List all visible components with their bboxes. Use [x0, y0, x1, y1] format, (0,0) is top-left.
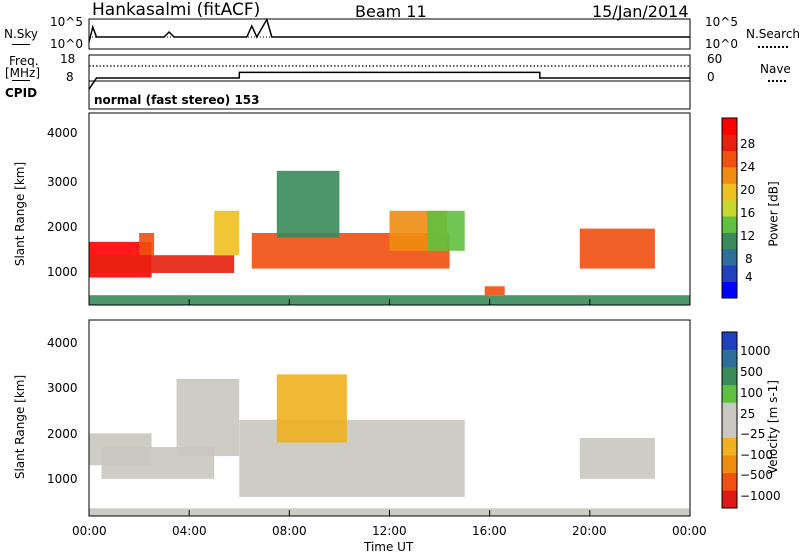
freq-panel-frame — [88, 54, 691, 82]
velocity-cbar-tick: −500 — [740, 468, 773, 482]
power-cbar-tick: 28 — [740, 137, 756, 151]
velocity-panel-echo-region — [276, 374, 347, 443]
velocity-colorbar-segment — [722, 402, 737, 421]
freq-unit: [MHz] — [5, 66, 41, 80]
power-panel-echo-region — [427, 210, 465, 251]
power-cbar-tick: 20 — [740, 183, 756, 197]
cpid-panel-frame — [88, 80, 691, 110]
power-cbar-tick: 16 — [740, 206, 756, 220]
velocity-colorbar-segment — [722, 437, 737, 456]
velocity-colorbar-segment — [722, 332, 737, 350]
freq-left-tick-bottom: 8 — [66, 70, 74, 84]
power-panel-echo-region — [579, 228, 655, 269]
velocity-panel-echo-region — [579, 438, 655, 479]
power-colorbar-segment — [722, 183, 737, 201]
nsky-left-tick-top: 10^5 — [50, 15, 83, 29]
nsky-underline — [12, 44, 30, 45]
nsearch-label: N.Search — [746, 27, 800, 41]
radar-title: Hankasalmi (fitACF) — [92, 0, 261, 20]
power-colorbar-segment — [722, 199, 737, 217]
velocity-colorbar-segment — [722, 472, 737, 491]
velocity-colorbar-segment — [722, 384, 737, 403]
time-tick: 08:00 — [272, 524, 307, 538]
nave-label: Nave — [760, 62, 791, 76]
nsky-label: N.Sky — [4, 27, 39, 41]
velocity-colorbar-segment — [722, 349, 737, 368]
power-colorbar-segment — [722, 265, 737, 282]
velocity-panel-echo-region — [176, 379, 240, 457]
power-colorbar-segment — [722, 118, 737, 135]
time-tick: 16:00 — [472, 524, 507, 538]
nsky-panel-frame — [88, 18, 691, 50]
power-ytick: 3000 — [47, 175, 78, 189]
power-cbar-tick: 12 — [740, 229, 756, 243]
date-title: 15/Jan/2014 — [592, 2, 689, 21]
velocity-cbar-tick: −1000 — [740, 489, 781, 503]
power-ytick: 4000 — [47, 126, 78, 140]
power-colorbar-segment — [722, 167, 737, 184]
nsearch-dots — [758, 46, 788, 48]
power-colorbar-segment — [722, 281, 737, 299]
time-tick: 12:00 — [372, 524, 407, 538]
power-cbar-tick: 8 — [745, 252, 753, 266]
velocity-colorbar-segment — [722, 367, 737, 386]
power-cbar-tick: 24 — [740, 160, 756, 174]
velocity-cbar-tick: −25 — [740, 427, 766, 441]
time-tick: 04:00 — [172, 524, 207, 538]
cpid-text: normal (fast stereo) 153 — [94, 93, 260, 107]
power-ytick: 2000 — [47, 220, 78, 234]
freq-underline — [12, 80, 30, 81]
freq-left-tick-top: 18 — [60, 52, 76, 66]
nsky-left-tick-bottom: 10^0 — [50, 37, 83, 51]
power-colorbar-segment — [722, 134, 737, 152]
beam-title: Beam 11 — [355, 2, 427, 21]
nsky-line — [88, 17, 690, 43]
velocity-ytick: 1000 — [47, 472, 78, 486]
power-colorbar-segment — [722, 216, 737, 233]
nsky-right-tick-top: 10^5 — [705, 15, 738, 29]
freq-right-tick-bottom: 0 — [707, 70, 715, 84]
velocity-ytick: 3000 — [47, 381, 78, 395]
velocity-cbar-tick: 100 — [740, 386, 763, 400]
velocity-cbar-tick: 25 — [740, 407, 756, 421]
time-tick: 00:00 — [72, 524, 107, 538]
power-panel-echo-region — [139, 233, 155, 256]
velocity-panel-echo-region — [239, 419, 465, 497]
velocity-colorbar-segment — [722, 455, 737, 474]
power-colorbar-frame — [721, 117, 738, 299]
freq-line — [88, 71, 690, 90]
velocity-cbar-tick: 1000 — [740, 344, 771, 358]
velocity-colorbar-frame — [721, 331, 738, 509]
velocity-colorbar-segment — [722, 420, 737, 438]
power-panel-echo-region — [484, 286, 505, 296]
time-tick: 20:00 — [572, 524, 607, 538]
velocity-cbar-tick: 500 — [740, 365, 763, 379]
velocity-ytick: 2000 — [47, 427, 78, 441]
velocity-cbar-tick: −100 — [740, 448, 773, 462]
nsky-right-tick-bottom: 10^0 — [705, 37, 738, 51]
power-panel-echo-region — [276, 170, 340, 238]
power-colorbar-segment — [722, 150, 737, 168]
power-panel-echo-region — [89, 255, 235, 273]
time-tick: 00:00 — [672, 524, 707, 538]
power-colorbar-segment — [722, 232, 737, 250]
power-cbar-tick: 4 — [745, 270, 753, 284]
velocity-colorbar-segment — [722, 490, 737, 509]
cpid-label: CPID — [5, 86, 38, 100]
power-ytick: 1000 — [47, 265, 78, 279]
nave-dots — [768, 80, 786, 82]
time-axis-label: Time UT — [364, 540, 414, 554]
freq-right-tick-top: 60 — [707, 52, 723, 66]
freq-label: Freq. — [9, 54, 39, 68]
power-panel-background — [89, 113, 690, 305]
power-colorbar-segment — [722, 248, 737, 266]
power-panel-echo-region — [214, 210, 240, 256]
velocity-ytick: 4000 — [47, 336, 78, 350]
